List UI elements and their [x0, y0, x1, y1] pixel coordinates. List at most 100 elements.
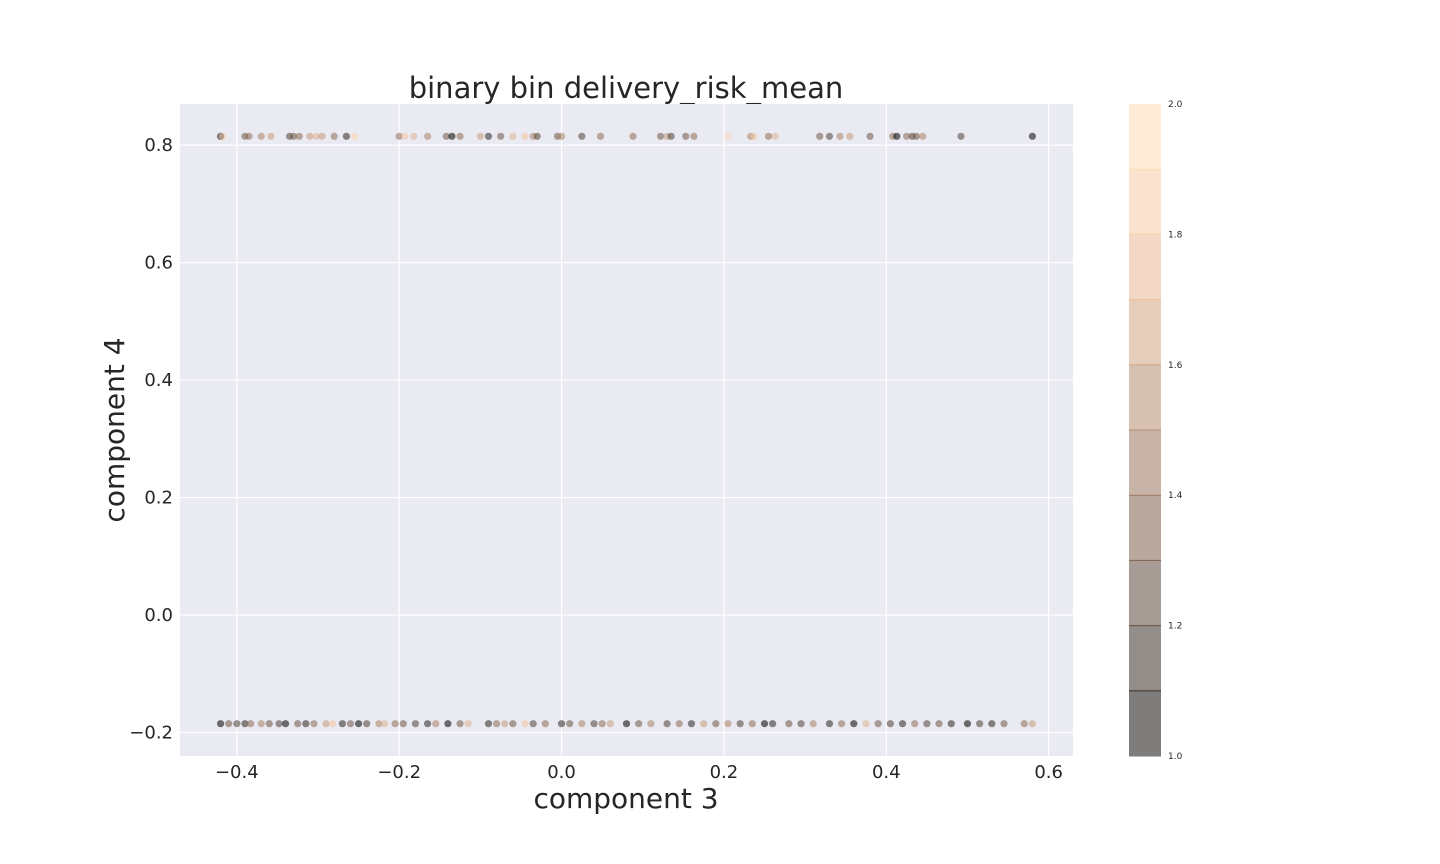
data-point [724, 720, 732, 728]
data-point [911, 720, 919, 728]
data-point [312, 132, 320, 140]
data-point [947, 720, 955, 728]
data-point [493, 720, 501, 728]
data-point [923, 720, 931, 728]
data-point [898, 720, 907, 728]
data-point [919, 132, 927, 140]
colorbar-band [1129, 104, 1161, 170]
colorbar-band [1129, 560, 1161, 627]
data-point [533, 132, 541, 140]
plot-area [180, 104, 1073, 756]
data-point [957, 132, 965, 140]
data-point [750, 132, 758, 140]
data-point [329, 720, 337, 728]
colorbar-tick-label: 1.4 [1168, 491, 1183, 501]
colorbar [1129, 104, 1161, 757]
x-tick-label: 0.0 [547, 762, 576, 783]
data-point [444, 720, 452, 728]
data-point [448, 132, 456, 140]
data-point [836, 132, 844, 140]
data-point [424, 720, 432, 728]
data-point [769, 720, 777, 728]
data-point [935, 720, 943, 728]
data-point [622, 720, 631, 728]
data-point [976, 720, 984, 728]
data-point [355, 720, 363, 728]
data-point [596, 132, 605, 140]
data-point [380, 720, 389, 728]
data-point [509, 132, 517, 140]
data-point [771, 132, 779, 140]
colorbar-band [1129, 430, 1161, 496]
colorbar-band [1129, 299, 1161, 366]
data-point [748, 720, 756, 728]
data-point [1028, 720, 1037, 728]
data-point [346, 720, 355, 728]
data-point [557, 132, 566, 140]
x-axis-ticks: −0.4 −0.2 0.0 0.2 0.4 0.6 [215, 762, 1063, 783]
data-point [1000, 720, 1008, 728]
y-axis-label: component 4 [98, 337, 131, 522]
x-tick-label: −0.2 [377, 762, 421, 783]
y-tick-label: 0.8 [144, 135, 173, 156]
data-point [590, 720, 598, 728]
data-point [912, 132, 920, 140]
data-point [225, 720, 233, 728]
data-point [216, 720, 225, 728]
data-point [988, 720, 996, 728]
data-point [797, 720, 805, 728]
data-point [424, 132, 432, 140]
data-point [350, 132, 359, 140]
data-point [399, 720, 407, 728]
data-point [675, 720, 683, 728]
grid-lines [180, 104, 1073, 756]
data-point [816, 132, 824, 140]
x-tick-label: 0.6 [1034, 762, 1063, 783]
data-point [442, 132, 450, 140]
data-point [846, 132, 854, 140]
data-point [647, 720, 655, 728]
data-point [391, 720, 399, 728]
data-point [501, 720, 509, 728]
x-tick-label: 0.4 [872, 762, 901, 783]
colorbar-tick-label: 1.6 [1168, 361, 1183, 371]
colorbar-band [1129, 625, 1161, 692]
data-point [557, 720, 566, 728]
data-points [216, 132, 1037, 728]
data-point [682, 132, 690, 140]
data-point [509, 720, 517, 728]
colorbar-band [1129, 495, 1161, 561]
data-point [363, 720, 371, 728]
colorbar-band [1129, 364, 1161, 431]
data-point [401, 132, 409, 140]
data-point [330, 132, 338, 140]
y-tick-label: −0.2 [129, 723, 173, 744]
data-point [294, 720, 302, 728]
data-point [963, 720, 972, 728]
data-point [764, 132, 773, 140]
data-point [247, 720, 255, 728]
data-point [497, 132, 505, 140]
data-point [893, 132, 901, 140]
data-point [281, 720, 290, 728]
y-axis-ticks: −0.2 0.0 0.2 0.4 0.6 0.8 [129, 135, 173, 743]
data-point [241, 720, 249, 728]
data-point [521, 720, 529, 728]
data-point [233, 720, 241, 728]
data-point [484, 720, 493, 728]
data-point [306, 132, 314, 140]
data-point [302, 720, 310, 728]
data-point [690, 132, 698, 140]
data-point [541, 720, 549, 728]
data-point [578, 720, 586, 728]
data-point [866, 132, 874, 140]
data-point [375, 720, 383, 728]
data-point [456, 132, 464, 140]
data-point [724, 132, 732, 140]
data-point [850, 720, 858, 728]
data-point [667, 132, 675, 140]
data-point [785, 720, 793, 728]
data-point [275, 720, 283, 728]
data-point [342, 132, 351, 140]
data-point [257, 132, 265, 140]
